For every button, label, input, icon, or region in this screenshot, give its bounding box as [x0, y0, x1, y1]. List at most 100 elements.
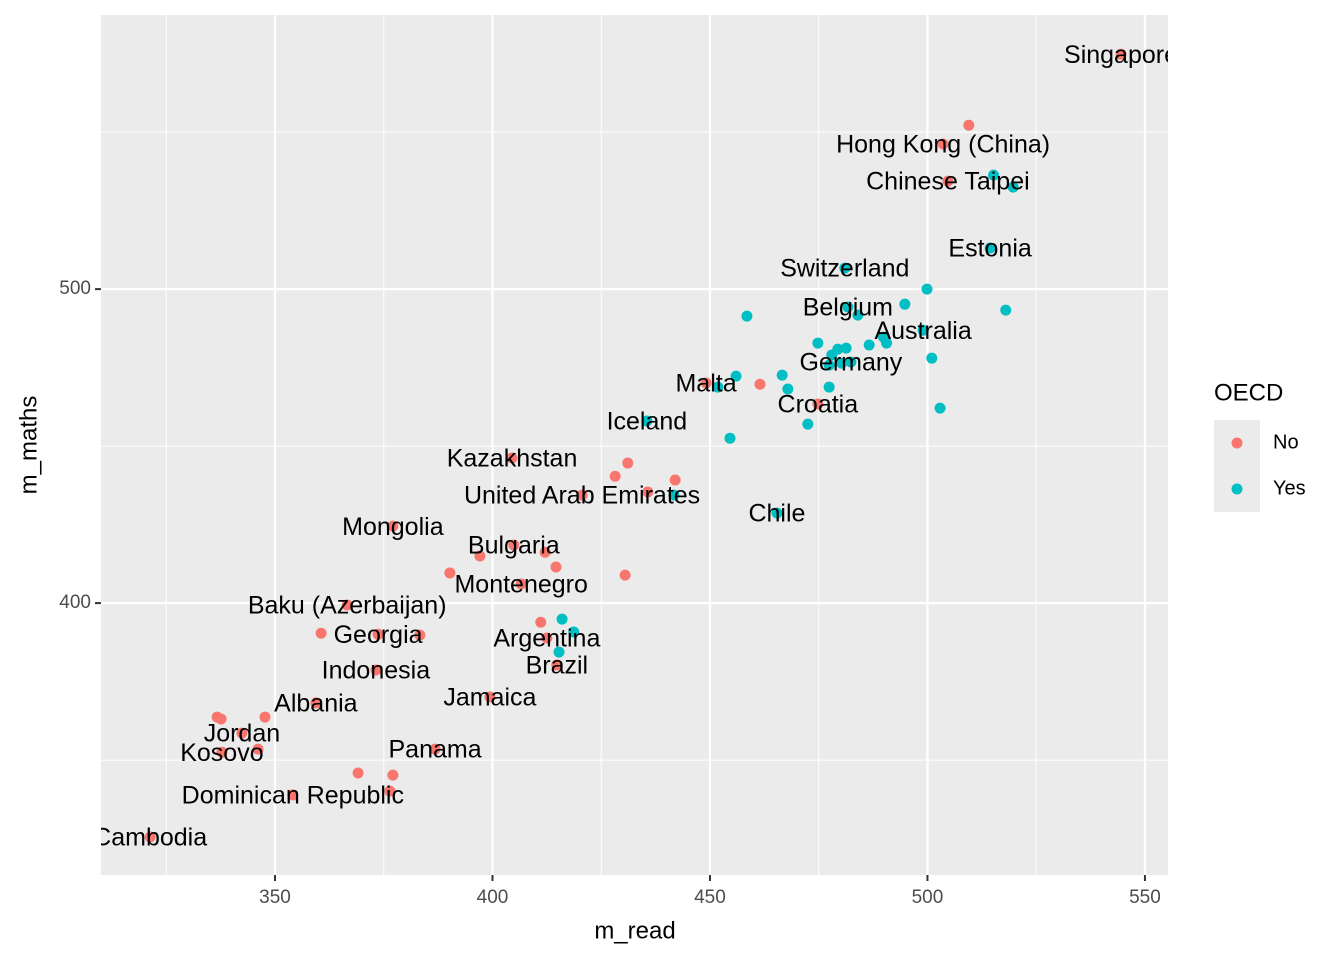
x-tick-label: 500: [912, 887, 944, 908]
point: [506, 452, 518, 464]
point: [310, 697, 322, 709]
point: [341, 599, 353, 611]
point: [622, 457, 634, 469]
point-label: Switzerland: [780, 255, 909, 283]
point-label: Germany: [799, 349, 902, 377]
point: [619, 569, 631, 581]
point-label: Belgium: [803, 294, 893, 322]
panel: [101, 15, 1168, 875]
point: [641, 415, 653, 427]
legend-title: OECD: [1214, 379, 1283, 406]
point: [942, 175, 954, 187]
point: [730, 370, 742, 382]
point-label: Kazakhstan: [447, 445, 578, 473]
point: [515, 578, 527, 590]
point: [863, 339, 875, 351]
point: [836, 357, 848, 369]
legend-marker: [1231, 483, 1243, 495]
x-tick-label: 400: [477, 887, 509, 908]
point: [823, 381, 835, 393]
point: [842, 301, 854, 313]
point: [984, 242, 996, 254]
point-label: Chinese Taipei: [866, 168, 1030, 196]
point: [387, 769, 399, 781]
point-label: Australia: [874, 317, 971, 345]
point: [926, 352, 938, 364]
legend-marker: [1231, 437, 1243, 449]
point: [508, 539, 520, 551]
point: [444, 567, 456, 579]
point: [776, 369, 788, 381]
point: [556, 613, 568, 625]
point: [823, 359, 835, 371]
point: [236, 727, 248, 739]
point: [372, 628, 384, 640]
point: [568, 626, 580, 638]
point: [144, 831, 156, 843]
point: [899, 298, 911, 310]
point: [551, 659, 563, 671]
point-label: Georgia: [334, 621, 423, 649]
point: [754, 378, 766, 390]
point: [539, 546, 551, 558]
point: [826, 349, 838, 361]
point: [937, 138, 949, 150]
point: [287, 789, 299, 801]
point-label: Kosovo: [180, 739, 263, 767]
point-label: United Arab Emirates: [464, 482, 700, 510]
point: [484, 691, 496, 703]
point: [712, 381, 724, 393]
point: [387, 520, 399, 532]
point: [384, 785, 396, 797]
point-label: Croatia: [778, 391, 859, 419]
y-axis-title: m_maths: [15, 396, 42, 495]
point: [535, 616, 547, 628]
point: [352, 767, 364, 779]
point: [553, 646, 565, 658]
point-label: Albania: [274, 690, 357, 718]
point-label: Montenegro: [454, 571, 587, 599]
point: [782, 383, 794, 395]
point: [839, 262, 851, 274]
point: [852, 309, 864, 321]
point: [741, 310, 753, 322]
point-label: Jamaica: [443, 684, 536, 712]
point: [541, 632, 553, 644]
point-label: Dominican Republic: [182, 782, 404, 810]
point: [668, 489, 680, 501]
point-label: Mongolia: [342, 513, 444, 541]
point: [812, 398, 824, 410]
point: [576, 489, 588, 501]
legend-label: Yes: [1273, 477, 1306, 499]
point-label: Singapore: [1064, 41, 1178, 69]
point: [840, 342, 852, 354]
point: [609, 470, 621, 482]
point: [669, 474, 681, 486]
point: [216, 746, 228, 758]
point: [724, 432, 736, 444]
point-label: Estonia: [948, 235, 1031, 263]
point: [1007, 181, 1019, 193]
legend-key-bg: [1214, 420, 1260, 512]
x-tick-label: 450: [694, 887, 726, 908]
point: [771, 507, 783, 519]
point: [474, 550, 486, 562]
point-label: Malta: [675, 370, 736, 398]
point-label: Indonesia: [322, 657, 431, 685]
point-label: Hong Kong (China): [836, 131, 1050, 159]
point: [881, 337, 893, 349]
point: [215, 713, 227, 725]
point-label: Jordan: [204, 720, 280, 748]
point: [917, 324, 929, 336]
point: [259, 711, 271, 723]
point-label: Chile: [748, 500, 805, 528]
point: [921, 283, 933, 295]
point: [370, 664, 382, 676]
point: [700, 377, 712, 389]
point-label: Panama: [389, 736, 482, 764]
point-label: Bulgaria: [468, 532, 560, 560]
y-tick-label: 400: [59, 592, 91, 613]
point-label: Brazil: [526, 652, 589, 680]
point: [1000, 304, 1012, 316]
